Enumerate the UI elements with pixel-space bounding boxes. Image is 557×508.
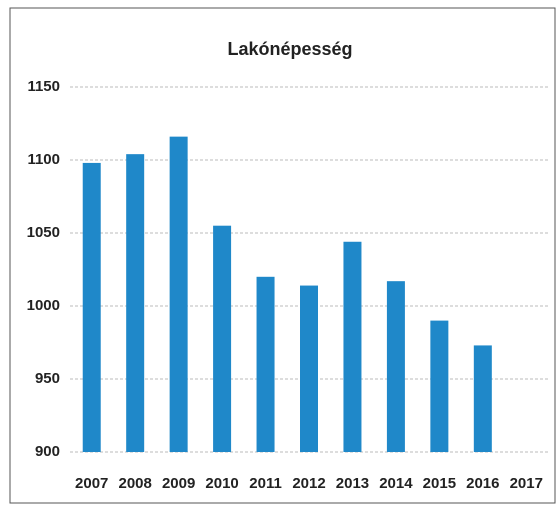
bar [82,162,101,453]
y-tick-label: 1050 [27,224,60,241]
x-tick-label: 2017 [510,475,543,492]
x-tick-label: 2010 [205,475,238,492]
chart-title: Lakónépesség [227,39,352,59]
y-tick-label: 1000 [27,297,60,314]
bar [300,285,318,452]
x-tick-label: 2012 [292,475,325,492]
bar [430,320,449,452]
y-tick-label: 950 [35,370,60,387]
bar [213,225,232,452]
y-tick-label: 900 [35,443,60,460]
bar [256,276,275,452]
y-tick-label: 1100 [27,151,60,168]
chart-frame [9,7,556,504]
bar [126,154,145,452]
bar [169,136,188,452]
x-tick-label: 2009 [162,475,195,492]
bar [386,281,405,452]
y-tick-label: 1150 [27,78,60,95]
x-tick-label: 2015 [423,475,456,492]
x-tick-label: 2014 [379,475,413,492]
x-tick-label: 2016 [466,475,499,492]
x-tick-label: 2011 [249,475,282,492]
x-tick-label: 2013 [336,475,369,492]
x-tick-label: 2007 [75,475,108,492]
bar [343,241,362,452]
bar [473,345,492,452]
x-tick-label: 2008 [118,475,151,492]
